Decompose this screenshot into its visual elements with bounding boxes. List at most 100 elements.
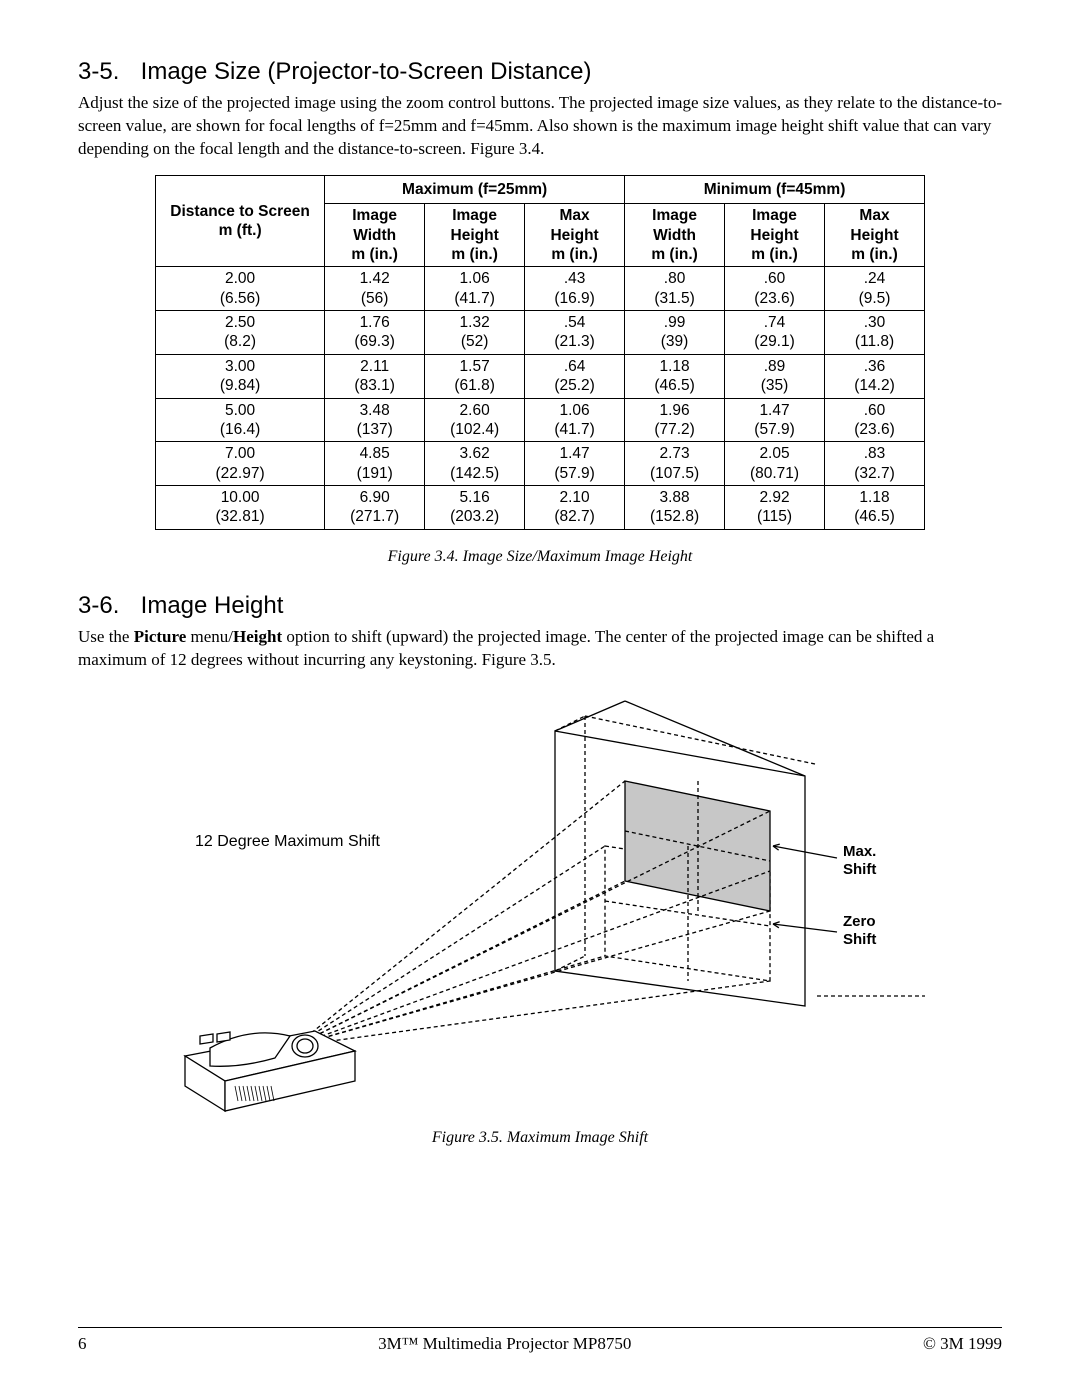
col-header-max-height: Max Height m (in.) xyxy=(825,204,925,267)
section-3-5-paragraph: Adjust the size of the projected image u… xyxy=(78,92,1002,161)
col-header-image-height: Image Height m (in.) xyxy=(425,204,525,267)
col-header-text: m (in.) xyxy=(551,246,598,263)
table-cell: 5.16(203.2) xyxy=(425,486,525,530)
col-header-image-width: Image Width m (in.) xyxy=(625,204,725,267)
page-footer: 6 3M™ Multimedia Projector MP8750 © 3M 1… xyxy=(78,1327,1002,1354)
table-cell: 1.06(41.7) xyxy=(425,267,525,311)
col-header-image-width: Image Width m (in.) xyxy=(325,204,425,267)
figure-3-5: 12 Degree Maximum Shift Max. Shift Zero … xyxy=(155,686,925,1121)
table-cell: 1.32(52) xyxy=(425,311,525,355)
col-header-text: m (in.) xyxy=(451,246,498,263)
table-cell: 2.10(82.7) xyxy=(525,486,625,530)
col-header-text: Image xyxy=(452,207,497,224)
table-cell: 10.00(32.81) xyxy=(156,486,325,530)
table-cell: 2.05(80.71) xyxy=(725,442,825,486)
label-max-shift-l2: Shift xyxy=(843,861,876,878)
col-header-text: m (in.) xyxy=(351,246,398,263)
col-header-text: m (in.) xyxy=(751,246,798,263)
table-cell: .24(9.5) xyxy=(825,267,925,311)
table-row: 10.00(32.81)6.90(271.7)5.16(203.2)2.10(8… xyxy=(156,486,925,530)
col-header-text: Height xyxy=(750,227,798,244)
col-header-text: Max xyxy=(560,207,590,224)
table-cell: .54(21.3) xyxy=(525,311,625,355)
group-header-max: Maximum (f=25mm) xyxy=(325,175,625,203)
table-cell: .80(31.5) xyxy=(625,267,725,311)
section-3-6-heading: 3-6. Image Height xyxy=(78,592,1002,620)
section-3-5-heading: 3-5. Image Size (Projector-to-Screen Dis… xyxy=(78,58,1002,86)
col-header-text: Distance to Screen xyxy=(170,203,310,220)
table-cell: 1.96(77.2) xyxy=(625,398,725,442)
col-header-text: Image xyxy=(352,207,397,224)
table-cell: .60(23.6) xyxy=(825,398,925,442)
table-image-size: Distance to Screen m (ft.) Maximum (f=25… xyxy=(155,175,925,530)
col-header-text: Image xyxy=(752,207,797,224)
col-header-text: Width xyxy=(653,227,696,244)
label-zero-shift-l2: Shift xyxy=(843,931,876,948)
table-cell: .60(23.6) xyxy=(725,267,825,311)
group-header-min: Minimum (f=45mm) xyxy=(625,175,925,203)
para-bold: Picture xyxy=(134,627,187,646)
col-header-max-height: Max Height m (in.) xyxy=(525,204,625,267)
table-cell: .74(29.1) xyxy=(725,311,825,355)
table-row: 2.00(6.56)1.42(56)1.06(41.7).43(16.9).80… xyxy=(156,267,925,311)
table-row: 3.00(9.84)2.11(83.1)1.57(61.8).64(25.2)1… xyxy=(156,354,925,398)
table-cell: 1.18(46.5) xyxy=(825,486,925,530)
table-row: 7.00(22.97)4.85(191)3.62(142.5)1.47(57.9… xyxy=(156,442,925,486)
footer-copyright: © 3M 1999 xyxy=(923,1334,1002,1354)
table-cell: 2.92(115) xyxy=(725,486,825,530)
label-max-shift-l1: Max. xyxy=(843,843,876,860)
col-header-text: m (in.) xyxy=(651,246,698,263)
table-cell: 3.48(137) xyxy=(325,398,425,442)
para-text: Use the xyxy=(78,627,134,646)
table-cell: 2.60(102.4) xyxy=(425,398,525,442)
table-cell: 2.73(107.5) xyxy=(625,442,725,486)
table-cell: 3.00(9.84) xyxy=(156,354,325,398)
table-cell: 1.76(69.3) xyxy=(325,311,425,355)
figure-3-4-caption: Figure 3.4. Image Size/Maximum Image Hei… xyxy=(78,548,1002,566)
col-header-text: m (in.) xyxy=(851,246,898,263)
figure-3-5-caption: Figure 3.5. Maximum Image Shift xyxy=(78,1129,1002,1147)
table-cell: .64(25.2) xyxy=(525,354,625,398)
para-bold: Height xyxy=(233,627,282,646)
table-cell: .30(11.8) xyxy=(825,311,925,355)
table-cell: .36(14.2) xyxy=(825,354,925,398)
table-row: 2.50(8.2)1.76(69.3)1.32(52).54(21.3).99(… xyxy=(156,311,925,355)
table-cell: 1.47(57.9) xyxy=(725,398,825,442)
table-row: 5.00(16.4)3.48(137)2.60(102.4)1.06(41.7)… xyxy=(156,398,925,442)
table-cell: 2.11(83.1) xyxy=(325,354,425,398)
section-number: 3-6. xyxy=(78,592,134,620)
table-cell: 3.62(142.5) xyxy=(425,442,525,486)
table-cell: 1.18(46.5) xyxy=(625,354,725,398)
para-text: menu/ xyxy=(186,627,233,646)
table-cell: 1.57(61.8) xyxy=(425,354,525,398)
col-header-text: Max xyxy=(859,207,889,224)
label-zero-shift-l1: Zero xyxy=(843,913,876,930)
table-cell: .83(32.7) xyxy=(825,442,925,486)
footer-page-number: 6 xyxy=(78,1334,87,1354)
table-cell: 7.00(22.97) xyxy=(156,442,325,486)
footer-center-text: 3M™ Multimedia Projector MP8750 xyxy=(87,1334,923,1354)
col-header-image-height: Image Height m (in.) xyxy=(725,204,825,267)
table-group-header-row: Distance to Screen m (ft.) Maximum (f=25… xyxy=(156,175,925,203)
projector-shift-diagram: 12 Degree Maximum Shift Max. Shift Zero … xyxy=(155,686,925,1116)
col-header-distance: Distance to Screen m (ft.) xyxy=(156,175,325,267)
section-title: Image Height xyxy=(141,592,284,619)
table-cell: .89(35) xyxy=(725,354,825,398)
section-number: 3-5. xyxy=(78,58,134,86)
table-cell: 3.88(152.8) xyxy=(625,486,725,530)
col-header-text: Width xyxy=(353,227,396,244)
table-cell: 1.06(41.7) xyxy=(525,398,625,442)
table-cell: 1.42(56) xyxy=(325,267,425,311)
section-title: Image Size (Projector-to-Screen Distance… xyxy=(141,58,592,85)
col-header-text: Height xyxy=(451,227,499,244)
table-cell: .99(39) xyxy=(625,311,725,355)
table-cell: 1.47(57.9) xyxy=(525,442,625,486)
table-cell: .43(16.9) xyxy=(525,267,625,311)
label-12-degree: 12 Degree Maximum Shift xyxy=(195,833,381,850)
table-cell: 2.50(8.2) xyxy=(156,311,325,355)
col-header-text: Height xyxy=(550,227,598,244)
col-header-text: m (ft.) xyxy=(219,222,262,239)
table-cell: 6.90(271.7) xyxy=(325,486,425,530)
section-3-6-paragraph: Use the Picture menu/Height option to sh… xyxy=(78,626,1002,672)
col-header-text: Height xyxy=(850,227,898,244)
